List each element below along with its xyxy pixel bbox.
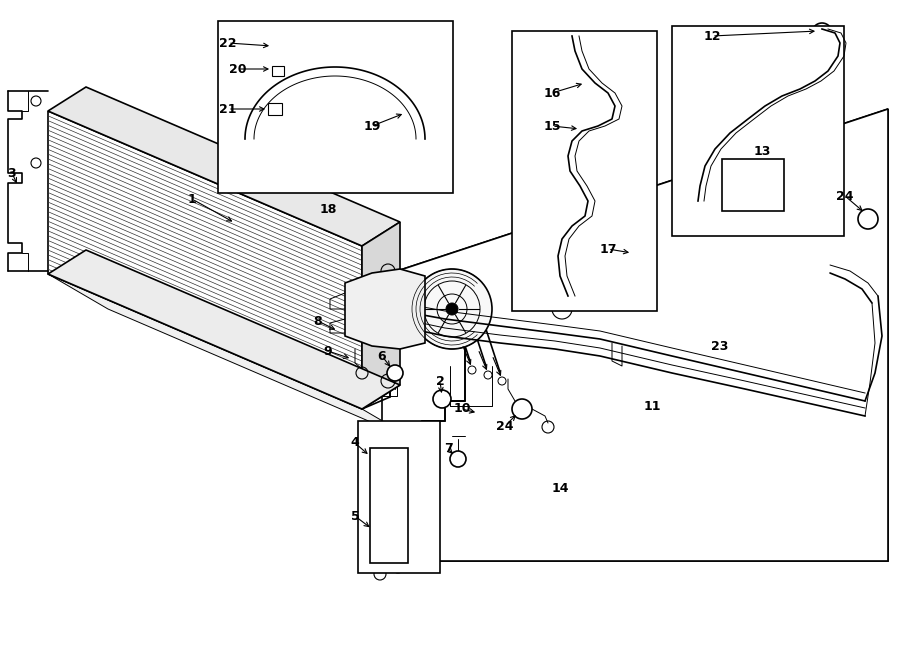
Text: 2: 2 bbox=[436, 375, 445, 387]
Bar bbox=[268, 103, 282, 115]
Text: 1: 1 bbox=[187, 192, 196, 206]
Text: 4: 4 bbox=[351, 436, 359, 449]
Bar bbox=[272, 66, 284, 76]
Bar bbox=[512, 31, 657, 311]
Text: 9: 9 bbox=[324, 344, 332, 358]
Bar bbox=[218, 21, 453, 193]
Text: 12: 12 bbox=[703, 30, 721, 42]
Text: 21: 21 bbox=[220, 102, 237, 116]
Circle shape bbox=[433, 390, 451, 408]
Text: 17: 17 bbox=[599, 243, 616, 256]
Circle shape bbox=[415, 129, 435, 149]
Text: 19: 19 bbox=[364, 120, 381, 132]
Circle shape bbox=[450, 451, 466, 467]
Text: 14: 14 bbox=[551, 483, 569, 496]
Circle shape bbox=[387, 365, 403, 381]
Text: 16: 16 bbox=[544, 87, 561, 100]
Text: 24: 24 bbox=[496, 420, 514, 432]
Circle shape bbox=[578, 64, 592, 78]
Text: 5: 5 bbox=[351, 510, 359, 522]
Circle shape bbox=[412, 269, 492, 349]
Text: 11: 11 bbox=[644, 399, 661, 412]
Circle shape bbox=[730, 179, 754, 203]
Polygon shape bbox=[48, 87, 400, 246]
Bar bbox=[370, 448, 408, 563]
Circle shape bbox=[858, 209, 878, 229]
Circle shape bbox=[552, 299, 572, 319]
Text: 3: 3 bbox=[8, 167, 16, 180]
Polygon shape bbox=[48, 250, 400, 409]
Polygon shape bbox=[382, 109, 888, 561]
Circle shape bbox=[446, 303, 458, 315]
Polygon shape bbox=[48, 274, 422, 444]
Bar bbox=[358, 421, 440, 573]
Text: 22: 22 bbox=[220, 36, 237, 50]
Polygon shape bbox=[345, 269, 425, 349]
Polygon shape bbox=[382, 109, 888, 561]
Text: 6: 6 bbox=[378, 350, 386, 362]
Text: 24: 24 bbox=[836, 190, 854, 202]
Circle shape bbox=[235, 129, 255, 149]
Text: 23: 23 bbox=[711, 340, 729, 352]
Polygon shape bbox=[48, 111, 362, 409]
Text: 13: 13 bbox=[753, 145, 770, 157]
Bar bbox=[722, 159, 784, 211]
Text: 15: 15 bbox=[544, 120, 561, 132]
Text: 20: 20 bbox=[230, 63, 247, 75]
Text: 8: 8 bbox=[314, 315, 322, 327]
Text: 7: 7 bbox=[444, 442, 453, 455]
Polygon shape bbox=[362, 222, 400, 409]
Circle shape bbox=[812, 23, 832, 43]
Text: 10: 10 bbox=[454, 403, 471, 416]
Text: 18: 18 bbox=[320, 202, 337, 215]
Bar bbox=[672, 26, 844, 236]
Circle shape bbox=[512, 399, 532, 419]
